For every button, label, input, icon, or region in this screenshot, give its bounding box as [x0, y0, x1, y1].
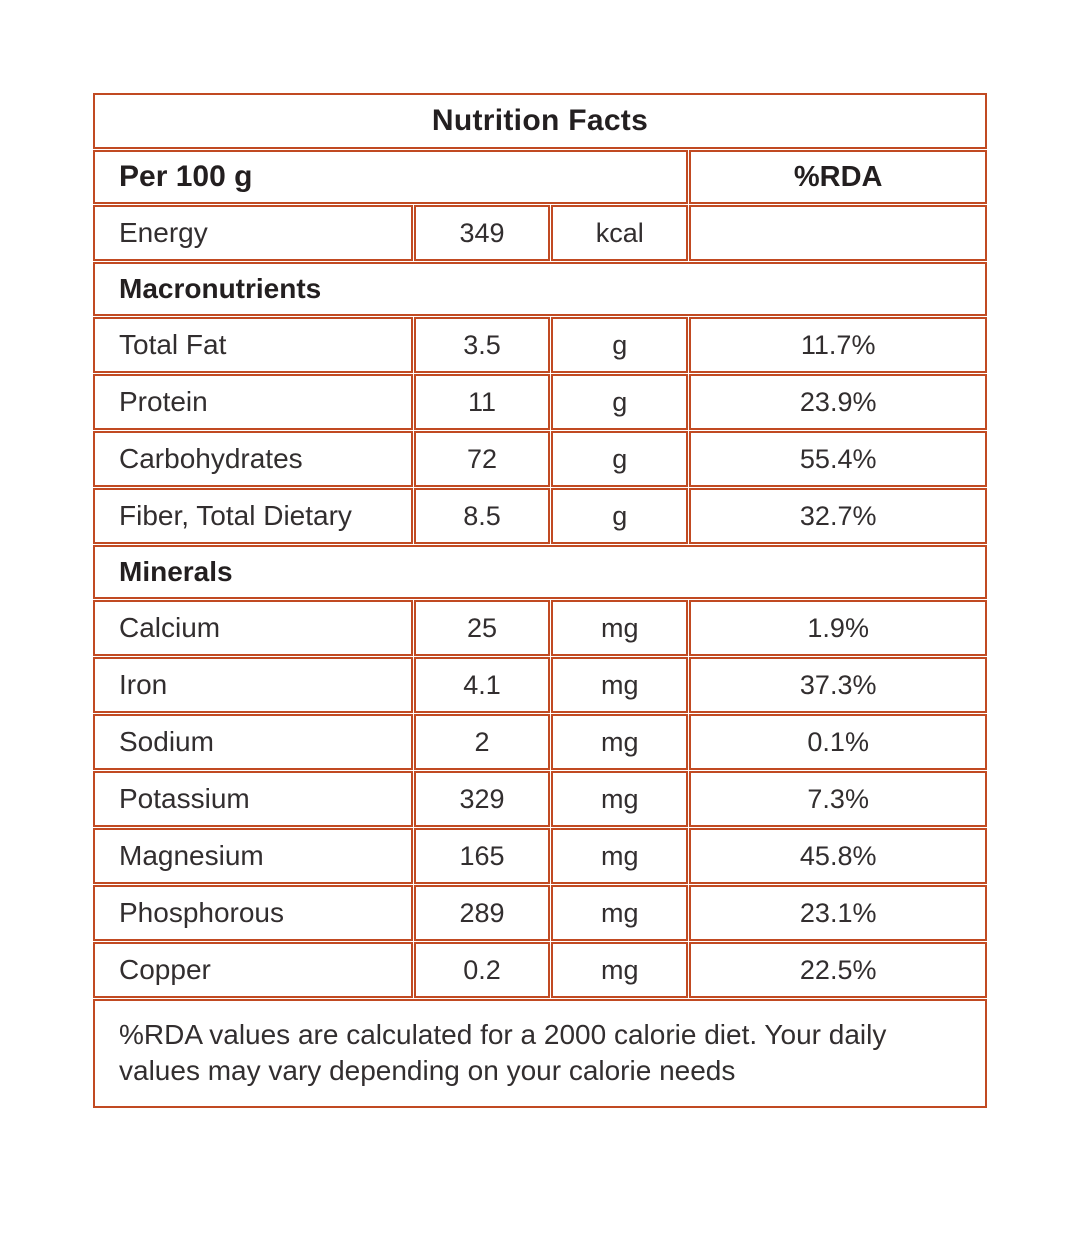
nutrient-unit: mg — [551, 771, 689, 827]
nutrient-name: Copper — [93, 942, 413, 998]
section-header-row: Macronutrients — [93, 262, 987, 316]
section-title: Minerals — [93, 545, 987, 599]
nutrient-amount: 0.2 — [413, 942, 551, 998]
nutrient-row: Calcium 25 mg 1.9% — [93, 600, 987, 656]
nutrient-row: Iron 4.1 mg 37.3% — [93, 657, 987, 713]
nutrient-name: Magnesium — [93, 828, 413, 884]
nutrient-rda-percent: 22.5% — [689, 942, 987, 998]
nutrient-rda-percent: 11.7% — [689, 317, 987, 373]
nutrient-rda-percent — [689, 205, 987, 261]
nutrient-amount: 349 — [413, 205, 551, 261]
nutrient-rda-percent: 37.3% — [689, 657, 987, 713]
nutrient-name: Carbohydrates — [93, 431, 413, 487]
nutrient-unit: mg — [551, 828, 689, 884]
nutrient-rda-percent: 23.9% — [689, 374, 987, 430]
serving-size-label: Per 100 g — [93, 150, 689, 204]
nutrient-name: Sodium — [93, 714, 413, 770]
nutrient-rda-percent: 32.7% — [689, 488, 987, 544]
nutrient-name: Total Fat — [93, 317, 413, 373]
nutrition-facts-table: Nutrition Facts Per 100 g %RDA Energy 349… — [92, 92, 988, 1109]
nutrient-name: Phosphorous — [93, 885, 413, 941]
nutrient-rda-percent: 45.8% — [689, 828, 987, 884]
nutrient-row: Potassium 329 mg 7.3% — [93, 771, 987, 827]
nutrient-row: Sodium 2 mg 0.1% — [93, 714, 987, 770]
nutrient-row: Carbohydrates 72 g 55.4% — [93, 431, 987, 487]
nutrient-rda-percent: 0.1% — [689, 714, 987, 770]
nutrient-rows-section: Energy 349 kcal Macronutrients Total Fat 3.5 g… — [93, 205, 987, 998]
nutrient-amount: 72 — [413, 431, 551, 487]
nutrient-name: Protein — [93, 374, 413, 430]
title-row: Nutrition Facts — [93, 93, 987, 149]
nutrient-row: Fiber, Total Dietary 8.5 g 32.7% — [93, 488, 987, 544]
nutrient-unit: mg — [551, 885, 689, 941]
nutrient-unit: g — [551, 317, 689, 373]
nutrient-rda-percent: 1.9% — [689, 600, 987, 656]
nutrient-row: Phosphorous 289 mg 23.1% — [93, 885, 987, 941]
nutrient-amount: 289 — [413, 885, 551, 941]
nutrient-name: Calcium — [93, 600, 413, 656]
nutrient-unit: mg — [551, 942, 689, 998]
nutrient-amount: 25 — [413, 600, 551, 656]
table-footer-section: %RDA values are calculated for a 2000 ca… — [93, 999, 987, 1108]
section-header-row: Minerals — [93, 545, 987, 599]
nutrient-unit: mg — [551, 714, 689, 770]
nutrient-row: Magnesium 165 mg 45.8% — [93, 828, 987, 884]
nutrient-name: Potassium — [93, 771, 413, 827]
nutrient-row: Total Fat 3.5 g 11.7% — [93, 317, 987, 373]
nutrient-rda-percent: 23.1% — [689, 885, 987, 941]
nutrient-amount: 4.1 — [413, 657, 551, 713]
nutrient-amount: 11 — [413, 374, 551, 430]
footnote-row: %RDA values are calculated for a 2000 ca… — [93, 999, 987, 1108]
table-header-section: Nutrition Facts Per 100 g %RDA — [93, 93, 987, 204]
column-header-row: Per 100 g %RDA — [93, 150, 987, 204]
nutrient-rda-percent: 7.3% — [689, 771, 987, 827]
nutrient-name: Fiber, Total Dietary — [93, 488, 413, 544]
nutrient-amount: 165 — [413, 828, 551, 884]
nutrient-unit: kcal — [551, 205, 689, 261]
nutrient-amount: 2 — [413, 714, 551, 770]
nutrient-row: Protein 11 g 23.9% — [93, 374, 987, 430]
section-title: Macronutrients — [93, 262, 987, 316]
rda-column-header: %RDA — [689, 150, 987, 204]
nutrient-name: Iron — [93, 657, 413, 713]
nutrient-amount: 3.5 — [413, 317, 551, 373]
nutrient-amount: 8.5 — [413, 488, 551, 544]
nutrient-amount: 329 — [413, 771, 551, 827]
rda-footnote: %RDA values are calculated for a 2000 ca… — [93, 999, 987, 1108]
table-title: Nutrition Facts — [93, 93, 987, 149]
nutrient-rda-percent: 55.4% — [689, 431, 987, 487]
nutrient-unit: g — [551, 488, 689, 544]
nutrient-unit: g — [551, 374, 689, 430]
nutrient-row: Copper 0.2 mg 22.5% — [93, 942, 987, 998]
nutrient-name: Energy — [93, 205, 413, 261]
nutrient-row: Energy 349 kcal — [93, 205, 987, 261]
nutrient-unit: g — [551, 431, 689, 487]
nutrient-unit: mg — [551, 657, 689, 713]
nutrient-unit: mg — [551, 600, 689, 656]
